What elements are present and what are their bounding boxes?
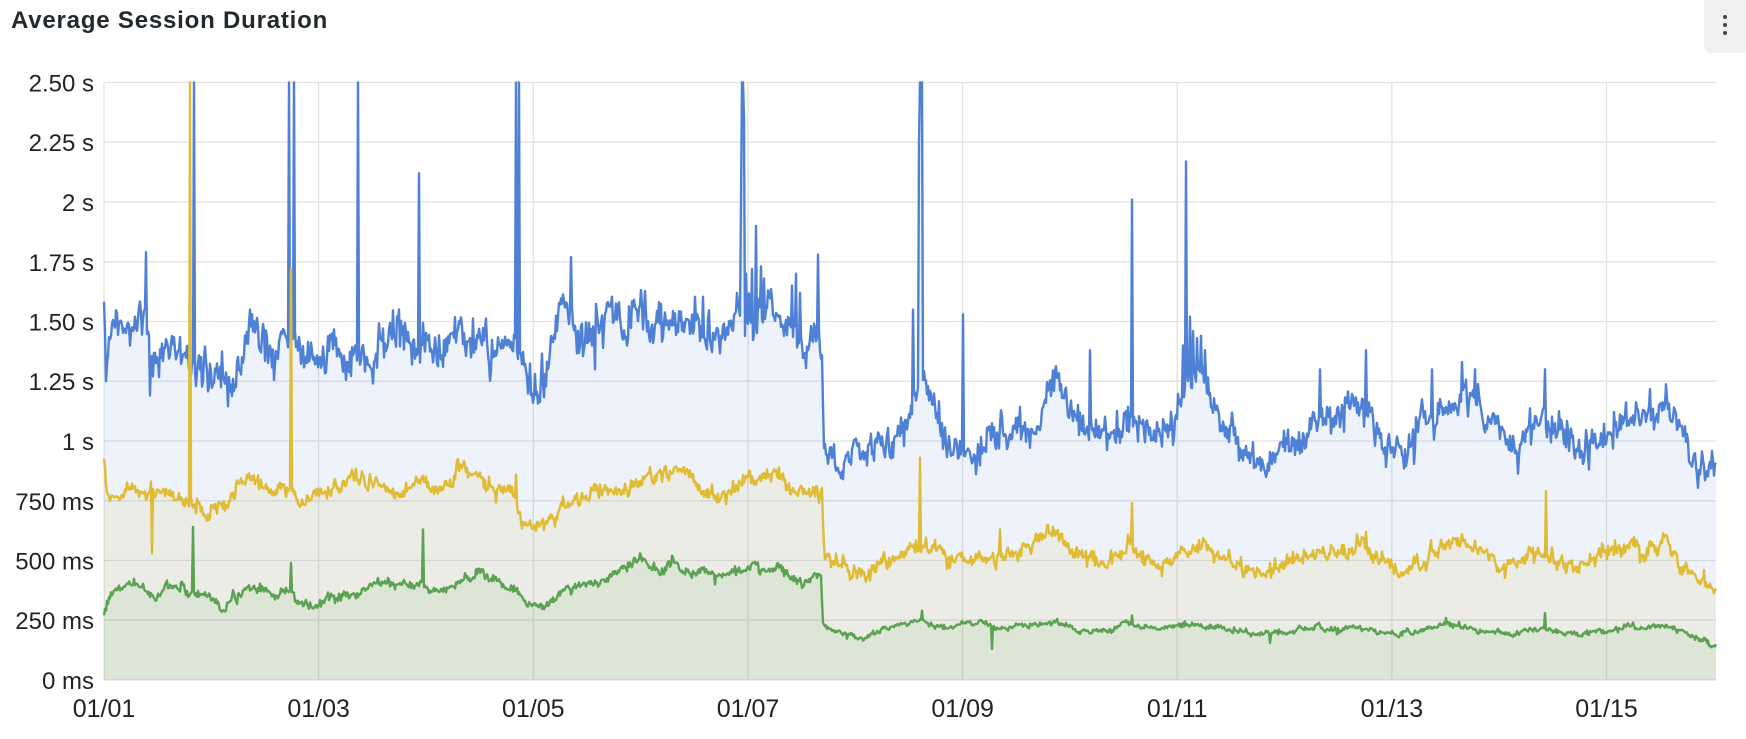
svg-text:01/15: 01/15 (1575, 695, 1638, 723)
svg-text:500 ms: 500 ms (15, 549, 94, 576)
svg-text:0 ms: 0 ms (42, 668, 94, 695)
svg-text:2.50 s: 2.50 s (29, 71, 94, 98)
svg-text:01/01: 01/01 (73, 695, 136, 723)
svg-text:01/13: 01/13 (1361, 695, 1424, 723)
svg-text:01/03: 01/03 (287, 695, 350, 723)
svg-text:1.75 s: 1.75 s (29, 250, 94, 277)
svg-text:250 ms: 250 ms (15, 608, 94, 635)
svg-text:01/09: 01/09 (931, 695, 994, 723)
svg-text:2.25 s: 2.25 s (29, 130, 94, 157)
svg-text:01/05: 01/05 (502, 695, 565, 723)
svg-text:01/11: 01/11 (1147, 695, 1208, 723)
svg-text:750 ms: 750 ms (15, 489, 94, 516)
svg-text:1.25 s: 1.25 s (29, 369, 94, 396)
svg-text:1 s: 1 s (62, 429, 94, 456)
svg-text:1.50 s: 1.50 s (29, 310, 94, 337)
svg-text:2 s: 2 s (62, 190, 94, 217)
svg-text:01/07: 01/07 (717, 695, 780, 723)
